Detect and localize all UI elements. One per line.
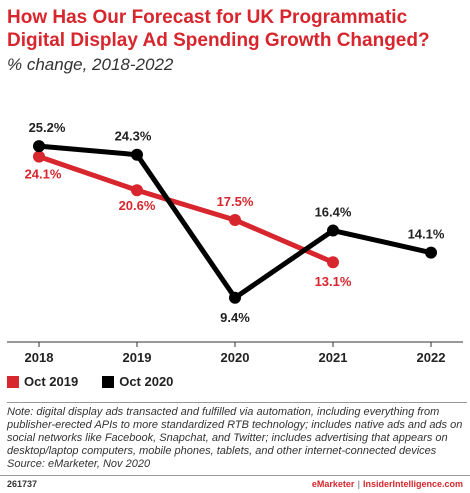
data-point-s1-2019 <box>131 148 143 161</box>
data-label-s1-2022: 14.1% <box>408 227 445 242</box>
legend-swatch-oct-2020 <box>102 375 115 388</box>
data-label-s1-2019: 24.3% <box>115 129 152 144</box>
legend-label-oct-2019: Oct 2019 <box>24 374 79 389</box>
data-point-s1-2022 <box>425 246 437 259</box>
data-label-s0-2021: 13.1% <box>315 274 352 289</box>
data-point-s0-2021 <box>327 256 339 269</box>
x-tick-label-2019: 2019 <box>123 350 152 365</box>
data-point-s0-2020 <box>229 214 241 226</box>
data-point-s0-2019 <box>131 184 143 197</box>
legend-item-oct-2019: Oct 2019 <box>7 374 78 389</box>
data-point-s1-2018 <box>33 140 45 153</box>
data-label-s0-2018: 24.1% <box>25 167 62 182</box>
brand-separator: | <box>357 479 360 489</box>
x-tick-label-2018: 2018 <box>25 350 54 365</box>
x-tick-label-2021: 2021 <box>319 350 348 365</box>
x-tick-label-2020: 2020 <box>221 350 250 365</box>
data-point-s0-2018 <box>33 150 45 163</box>
chart-note: Note: digital display ads transacted and… <box>7 402 467 471</box>
data-label-s0-2019: 20.6% <box>119 198 156 213</box>
source-text: Source: eMarketer, Nov 2020 <box>7 458 151 470</box>
legend-swatch-oct-2019 <box>7 375 19 388</box>
chart-subtitle: % change, 2018-2022 <box>7 55 174 74</box>
data-label-s0-2020: 17.5% <box>217 194 254 209</box>
brand-emarketer: eMarketer <box>311 479 355 489</box>
chart-id: 261737 <box>7 479 38 489</box>
data-point-s1-2020 <box>229 291 241 304</box>
data-label-s1-2018: 25.2% <box>29 120 66 135</box>
chart-title: How Has Our Forecast for UK Programmatic… <box>7 7 430 51</box>
series-line-0 <box>38 154 334 265</box>
data-point-s1-2021 <box>327 224 339 237</box>
legend: Oct 2019 Oct 2020 <box>7 374 173 389</box>
brand-insider-intelligence: InsiderIntelligence.com <box>362 479 463 489</box>
data-label-s1-2020: 9.4% <box>220 310 250 325</box>
x-tick-label-2022: 2022 <box>417 350 446 365</box>
footer: 261737 eMarketer | InsiderIntelligence.com <box>0 475 470 493</box>
legend-item-oct-2020: Oct 2020 <box>102 374 173 389</box>
brand-logo: eMarketer | InsiderIntelligence.com <box>312 479 463 489</box>
note-text: Note: digital display ads transacted and… <box>7 406 463 457</box>
legend-label-oct-2020: Oct 2020 <box>119 374 174 389</box>
line-chart: 2018 2019 2020 2021 2022 24.1% 20.6% 17.5% 13.1%… <box>7 120 463 365</box>
data-label-s1-2021: 16.4% <box>315 205 352 220</box>
